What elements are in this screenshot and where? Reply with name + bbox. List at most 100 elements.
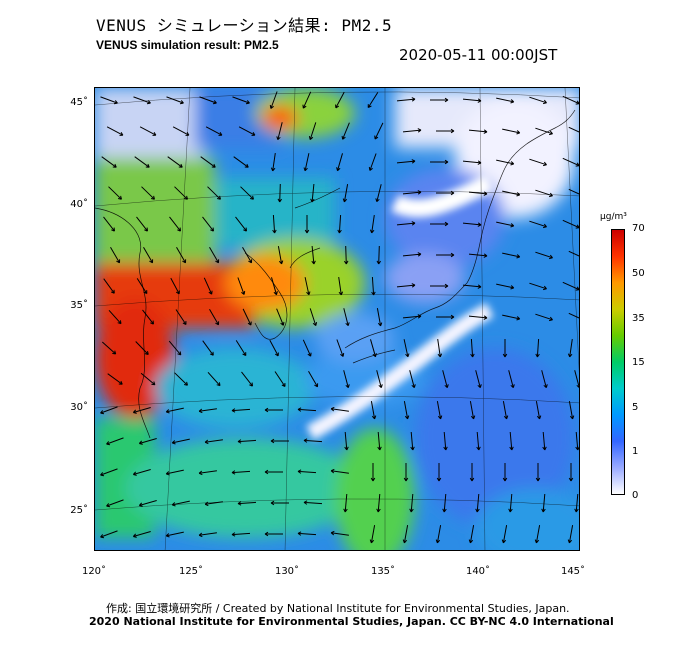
wind-arrow bbox=[302, 339, 312, 357]
wind-arrow bbox=[170, 277, 180, 295]
wind-arrow bbox=[209, 246, 220, 264]
wind-arrow bbox=[304, 215, 310, 234]
wind-arrow bbox=[574, 493, 579, 513]
wind-arrow bbox=[138, 438, 157, 445]
wind-arrow bbox=[336, 339, 345, 357]
wind-arrow bbox=[501, 525, 508, 544]
wind-arrow bbox=[134, 156, 150, 168]
wind-arrow bbox=[165, 531, 184, 538]
wind-arrow bbox=[302, 91, 312, 109]
wind-arrow bbox=[297, 407, 317, 412]
wind-arrow bbox=[337, 214, 342, 234]
wind-arrow bbox=[238, 126, 256, 136]
wind-arrow bbox=[342, 184, 349, 203]
wind-arrow bbox=[562, 281, 579, 291]
wind-arrow bbox=[303, 500, 323, 505]
wind-arrow bbox=[470, 338, 475, 358]
wind-arrow bbox=[396, 283, 416, 288]
wind-arrow bbox=[502, 314, 521, 321]
wind-arrow bbox=[475, 493, 480, 513]
wind-arrow bbox=[204, 501, 223, 507]
wind-arrow bbox=[205, 126, 223, 136]
wind-arrow bbox=[242, 308, 252, 326]
lon-label-120: 120˚ bbox=[81, 566, 107, 577]
wind-arrow bbox=[308, 370, 319, 388]
wind-arrow bbox=[310, 183, 315, 203]
wind-arrow bbox=[542, 431, 547, 451]
colorbar-tick-35: 35 bbox=[632, 313, 645, 324]
wind-arrow bbox=[468, 129, 488, 134]
wind-arrow bbox=[274, 371, 286, 387]
wind-arrow bbox=[174, 372, 188, 386]
wind-arrow bbox=[330, 530, 349, 536]
wind-arrow bbox=[303, 438, 323, 443]
wind-arrow bbox=[541, 370, 548, 389]
wind-vectors bbox=[100, 91, 579, 544]
map-canvas bbox=[95, 88, 579, 550]
wind-arrow bbox=[241, 371, 253, 387]
wind-arrow bbox=[502, 128, 521, 135]
wind-arrow bbox=[368, 153, 377, 171]
wind-arrow bbox=[535, 189, 553, 198]
wind-arrow bbox=[370, 339, 377, 358]
wind-arrow bbox=[567, 525, 574, 544]
wind-arrow bbox=[496, 159, 515, 166]
wind-arrow bbox=[403, 339, 410, 358]
wind-arrow bbox=[496, 221, 515, 228]
wind-arrow bbox=[396, 159, 416, 164]
wind-arrow bbox=[237, 277, 246, 295]
colorbar bbox=[611, 229, 625, 495]
wind-arrow bbox=[430, 283, 449, 289]
wind-arrow bbox=[231, 532, 251, 537]
wind-arrow bbox=[132, 531, 151, 538]
wind-arrow bbox=[402, 128, 422, 133]
credit-line-2: 2020 National Institute for Environmenta… bbox=[89, 615, 614, 628]
wind-arrow bbox=[198, 408, 217, 414]
wind-arrow bbox=[202, 216, 214, 232]
wind-arrow bbox=[502, 463, 508, 482]
wind-arrow bbox=[468, 253, 488, 258]
wind-arrow bbox=[436, 252, 455, 258]
wind-arrow bbox=[270, 500, 289, 506]
wind-arrow bbox=[165, 407, 184, 414]
wind-arrow bbox=[132, 469, 151, 476]
wind-arrow bbox=[502, 252, 521, 259]
wind-arrow bbox=[311, 245, 316, 265]
lon-label-140: 140˚ bbox=[465, 566, 491, 577]
wind-arrow bbox=[107, 373, 123, 385]
wind-arrow bbox=[469, 401, 476, 420]
wind-arrow bbox=[100, 530, 118, 539]
wind-arrow bbox=[143, 246, 154, 264]
wind-arrow bbox=[534, 525, 541, 544]
wind-arrow bbox=[502, 401, 509, 420]
wind-arrow bbox=[369, 525, 376, 544]
wind-arrow bbox=[199, 96, 217, 105]
wind-arrow bbox=[529, 158, 547, 167]
wind-arrow bbox=[139, 126, 157, 136]
title-english: VENUS simulation result: PM2.5 bbox=[96, 38, 279, 52]
wind-arrow bbox=[271, 277, 278, 296]
wind-arrow bbox=[374, 122, 384, 140]
wind-arrow bbox=[141, 186, 155, 200]
wind-arrow bbox=[541, 493, 546, 513]
wind-arrow bbox=[235, 340, 247, 357]
wind-arrow bbox=[140, 372, 156, 386]
wind-arrow bbox=[103, 278, 115, 294]
wind-arrow bbox=[509, 431, 514, 451]
lat-label-40: 40˚ bbox=[70, 199, 88, 210]
wind-arrow bbox=[203, 277, 213, 295]
wind-arrow bbox=[535, 463, 541, 482]
wind-arrow bbox=[270, 438, 289, 444]
clean-air-band bbox=[306, 174, 494, 440]
wind-arrow bbox=[108, 186, 122, 200]
wind-arrow bbox=[574, 370, 579, 389]
wind-arrow bbox=[336, 153, 343, 172]
wind-arrow bbox=[370, 401, 377, 420]
wind-arrow bbox=[402, 525, 409, 544]
lat-label-25: 25˚ bbox=[70, 505, 88, 516]
wind-arrow bbox=[476, 431, 481, 451]
wind-arrow bbox=[171, 500, 190, 507]
wind-arrow bbox=[330, 406, 349, 412]
wind-arrow bbox=[276, 122, 283, 141]
wind-arrow bbox=[496, 283, 515, 290]
